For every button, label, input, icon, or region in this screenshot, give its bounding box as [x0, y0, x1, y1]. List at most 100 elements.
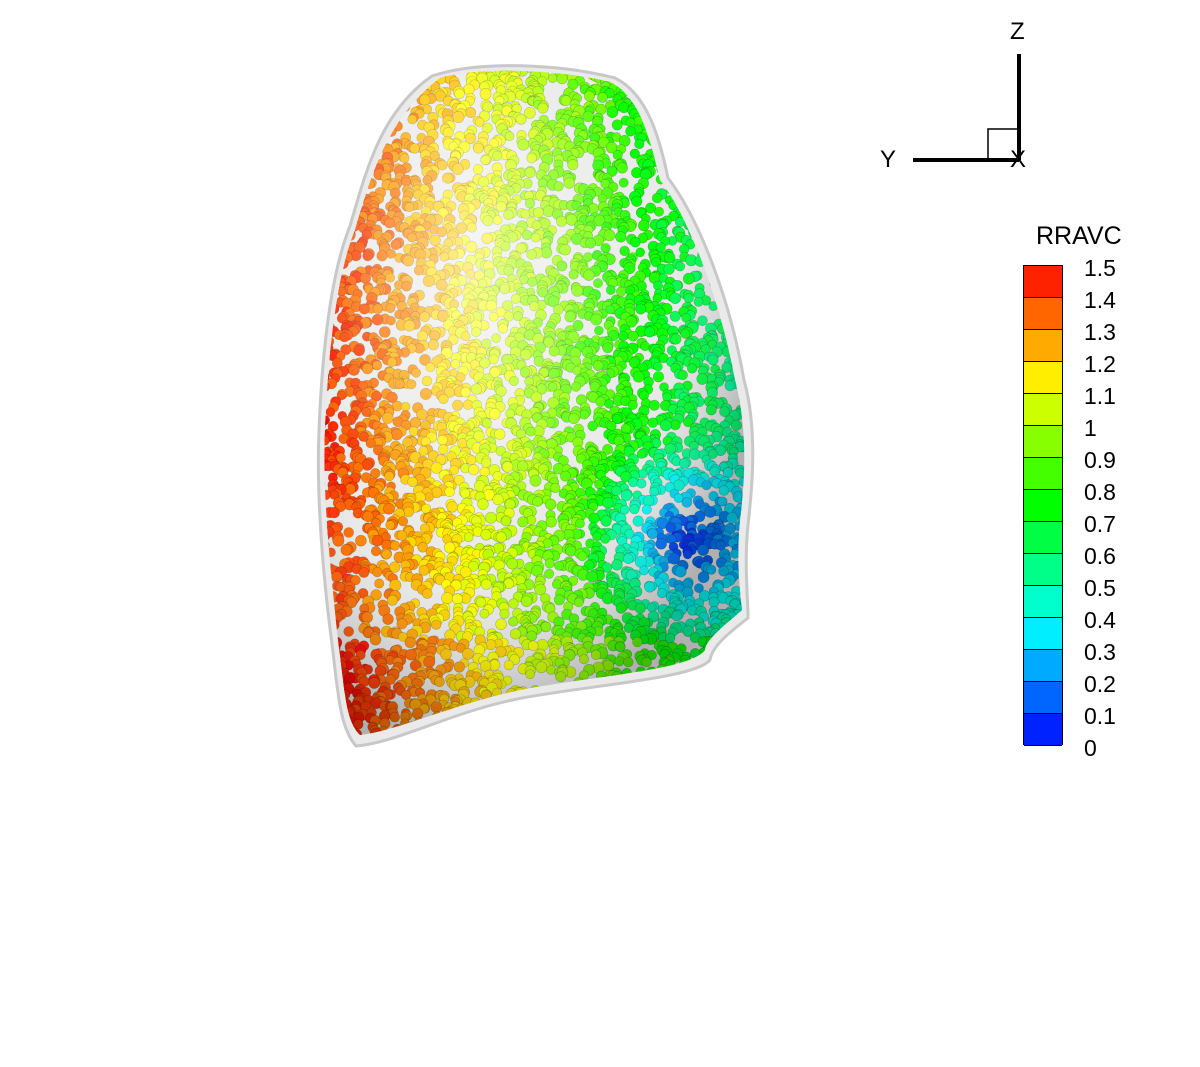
particle	[677, 82, 688, 93]
particle	[324, 300, 328, 313]
particle	[739, 116, 745, 128]
particle	[746, 83, 755, 92]
particle	[384, 96, 396, 108]
particle	[483, 708, 495, 719]
particle	[732, 152, 744, 164]
particle	[595, 688, 608, 701]
particle	[581, 710, 593, 723]
particle	[696, 91, 709, 103]
particle	[746, 644, 757, 655]
particle	[329, 158, 340, 168]
particle	[356, 140, 368, 152]
particle	[719, 200, 732, 213]
particle	[717, 669, 729, 680]
particle	[355, 143, 366, 154]
particle	[371, 87, 382, 98]
particle	[344, 167, 355, 178]
particle	[412, 71, 423, 83]
particle	[739, 693, 745, 705]
particle	[324, 695, 326, 707]
particle	[724, 93, 734, 103]
particle	[374, 98, 385, 109]
particle	[567, 709, 577, 720]
particle	[735, 681, 745, 693]
particle	[708, 690, 719, 701]
particle	[657, 70, 667, 73]
particle	[740, 99, 745, 111]
particle	[657, 90, 670, 102]
particle	[585, 718, 596, 729]
particle	[752, 720, 762, 730]
particle	[372, 112, 383, 123]
particle	[746, 214, 756, 224]
particle	[690, 103, 703, 116]
particle	[357, 131, 370, 143]
particle	[345, 151, 357, 163]
particle	[669, 717, 681, 729]
particle	[688, 200, 699, 211]
particle	[628, 697, 639, 708]
particle	[346, 70, 359, 80]
particle	[718, 198, 730, 209]
particle	[704, 167, 716, 179]
particle	[399, 70, 411, 78]
particle	[741, 122, 745, 134]
particle	[680, 70, 692, 73]
particle	[694, 186, 705, 198]
particle	[720, 253, 732, 265]
particle	[324, 671, 330, 683]
particle	[589, 702, 601, 713]
particle	[558, 715, 568, 726]
particle	[725, 678, 736, 690]
particle	[696, 158, 707, 169]
particle	[569, 704, 580, 715]
particle	[324, 643, 327, 654]
particle	[724, 173, 735, 184]
particle	[737, 722, 745, 733]
particle	[404, 75, 415, 86]
particle	[337, 93, 349, 104]
particle	[454, 721, 467, 734]
particle	[564, 714, 574, 724]
particle	[324, 104, 329, 114]
particle	[325, 184, 336, 195]
particle	[358, 76, 371, 88]
particle	[352, 128, 364, 139]
particle	[547, 693, 558, 705]
particle	[690, 158, 702, 171]
particle	[699, 151, 711, 163]
particle	[752, 276, 762, 286]
particle	[742, 677, 745, 688]
particle	[728, 240, 740, 252]
particle	[324, 715, 330, 727]
particle	[332, 147, 345, 160]
particle	[664, 714, 676, 726]
particle	[671, 150, 683, 162]
particle	[688, 705, 700, 717]
particle	[333, 178, 345, 191]
particle	[549, 712, 559, 723]
particle	[748, 615, 759, 626]
particle	[702, 200, 713, 211]
particle	[542, 721, 553, 732]
particle	[729, 664, 741, 676]
particle	[570, 716, 582, 728]
particle	[370, 83, 381, 94]
particle	[730, 295, 743, 308]
particle	[704, 91, 717, 103]
particle	[626, 698, 637, 709]
particle	[384, 90, 397, 102]
particle	[747, 381, 758, 392]
particle	[720, 197, 731, 208]
particle	[746, 644, 755, 653]
particle	[479, 715, 491, 727]
particle	[738, 325, 745, 336]
particle	[613, 70, 625, 76]
particle	[651, 113, 663, 125]
particle	[328, 175, 340, 187]
particle	[324, 681, 335, 693]
particle	[716, 256, 727, 267]
particle	[662, 70, 674, 79]
particle	[702, 78, 715, 91]
